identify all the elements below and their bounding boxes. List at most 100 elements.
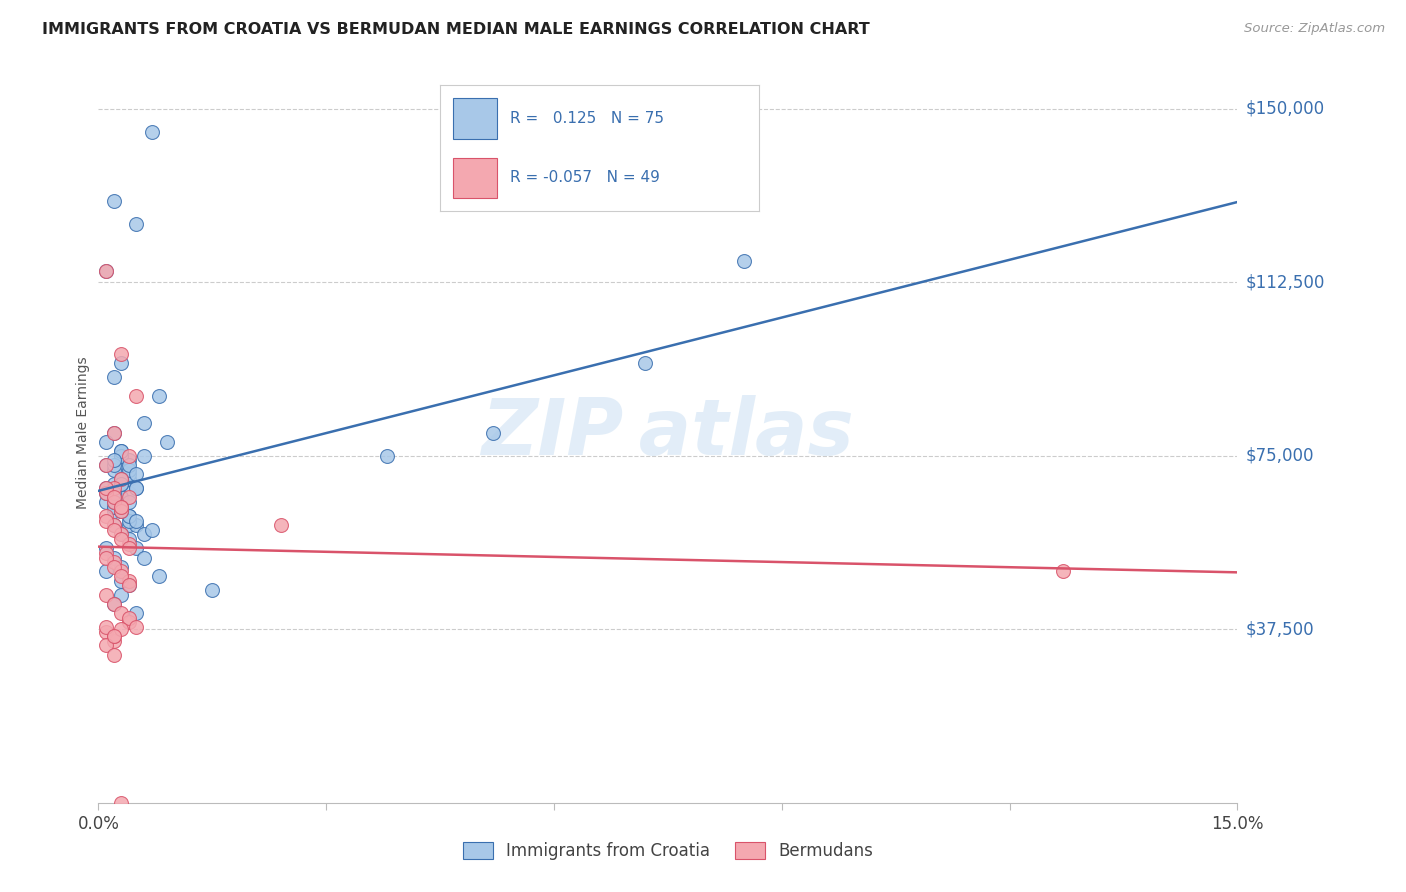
Point (110, 476, 132, 491)
Point (103, 629, 125, 643)
Point (94, 434, 117, 449)
Point (125, 481, 148, 495)
Point (103, 425, 125, 440)
Point (110, 569, 132, 583)
Point (94, 550, 117, 565)
Point (103, 633, 125, 648)
Point (118, 467, 141, 482)
Point (103, 476, 125, 491)
Point (94, 624, 117, 639)
Point (118, 541, 141, 556)
Point (118, 449, 141, 463)
Point (118, 610, 141, 624)
Point (110, 527, 132, 541)
Point (110, 532, 132, 546)
Point (110, 462, 132, 476)
Point (118, 532, 141, 546)
Text: Source: ZipAtlas.com: Source: ZipAtlas.com (1244, 22, 1385, 36)
Point (103, 550, 125, 565)
Point (94, 565, 117, 579)
Point (132, 550, 155, 565)
Point (94, 481, 117, 495)
Point (125, 541, 148, 556)
Point (110, 500, 132, 514)
Point (94, 620, 117, 634)
Text: $112,500: $112,500 (1246, 273, 1324, 291)
Point (118, 458, 141, 472)
Point (156, 434, 179, 449)
Point (103, 462, 125, 476)
Point (141, 125, 163, 139)
Text: $150,000: $150,000 (1246, 100, 1324, 118)
Point (110, 444, 132, 458)
Point (634, 356, 657, 370)
Point (118, 491, 141, 505)
Point (110, 559, 132, 574)
Point (94, 458, 117, 472)
Point (110, 500, 132, 514)
Point (103, 495, 125, 509)
Point (132, 527, 155, 541)
Point (118, 485, 141, 500)
Point (103, 629, 125, 643)
Point (103, 597, 125, 611)
Point (103, 495, 125, 509)
Point (94, 458, 117, 472)
Point (110, 491, 132, 505)
Point (110, 472, 132, 486)
Point (110, 444, 132, 458)
Point (375, 449, 398, 463)
Text: $75,000: $75,000 (1246, 447, 1315, 465)
Point (110, 574, 132, 588)
Point (94, 588, 117, 602)
Point (110, 356, 132, 370)
Point (110, 796, 132, 810)
Point (118, 615, 141, 630)
Point (103, 518, 125, 533)
Text: $37,500: $37,500 (1246, 620, 1315, 639)
Point (94, 639, 117, 653)
Point (110, 565, 132, 579)
Point (125, 467, 148, 482)
Point (103, 370, 125, 384)
Point (118, 574, 141, 588)
Point (118, 453, 141, 467)
Y-axis label: Median Male Earnings: Median Male Earnings (76, 356, 90, 509)
Point (118, 536, 141, 550)
Point (103, 555, 125, 569)
Point (125, 388, 148, 402)
Point (148, 569, 170, 583)
Point (94, 541, 117, 556)
Point (94, 263, 117, 277)
Point (110, 449, 132, 463)
Point (118, 495, 141, 509)
Point (118, 508, 141, 523)
Point (125, 518, 148, 533)
Point (103, 491, 125, 505)
Point (110, 472, 132, 486)
Legend: Immigrants from Croatia, Bermudans: Immigrants from Croatia, Bermudans (454, 834, 882, 869)
Point (118, 508, 141, 523)
Point (103, 491, 125, 505)
Point (125, 514, 148, 528)
Point (110, 622, 132, 636)
Point (103, 458, 125, 472)
Point (125, 218, 148, 232)
Point (110, 504, 132, 518)
Point (118, 462, 141, 476)
Point (103, 425, 125, 440)
Point (103, 453, 125, 467)
Point (110, 527, 132, 541)
Point (118, 578, 141, 592)
Point (94, 485, 117, 500)
Point (94, 495, 117, 509)
Point (148, 388, 170, 402)
Text: IMMIGRANTS FROM CROATIA VS BERMUDAN MEDIAN MALE EARNINGS CORRELATION CHART: IMMIGRANTS FROM CROATIA VS BERMUDAN MEDI… (42, 22, 870, 37)
Point (141, 523, 163, 537)
Point (103, 523, 125, 537)
Point (110, 347, 132, 361)
Point (103, 194, 125, 209)
Point (118, 578, 141, 592)
Point (125, 620, 148, 634)
Point (110, 449, 132, 463)
